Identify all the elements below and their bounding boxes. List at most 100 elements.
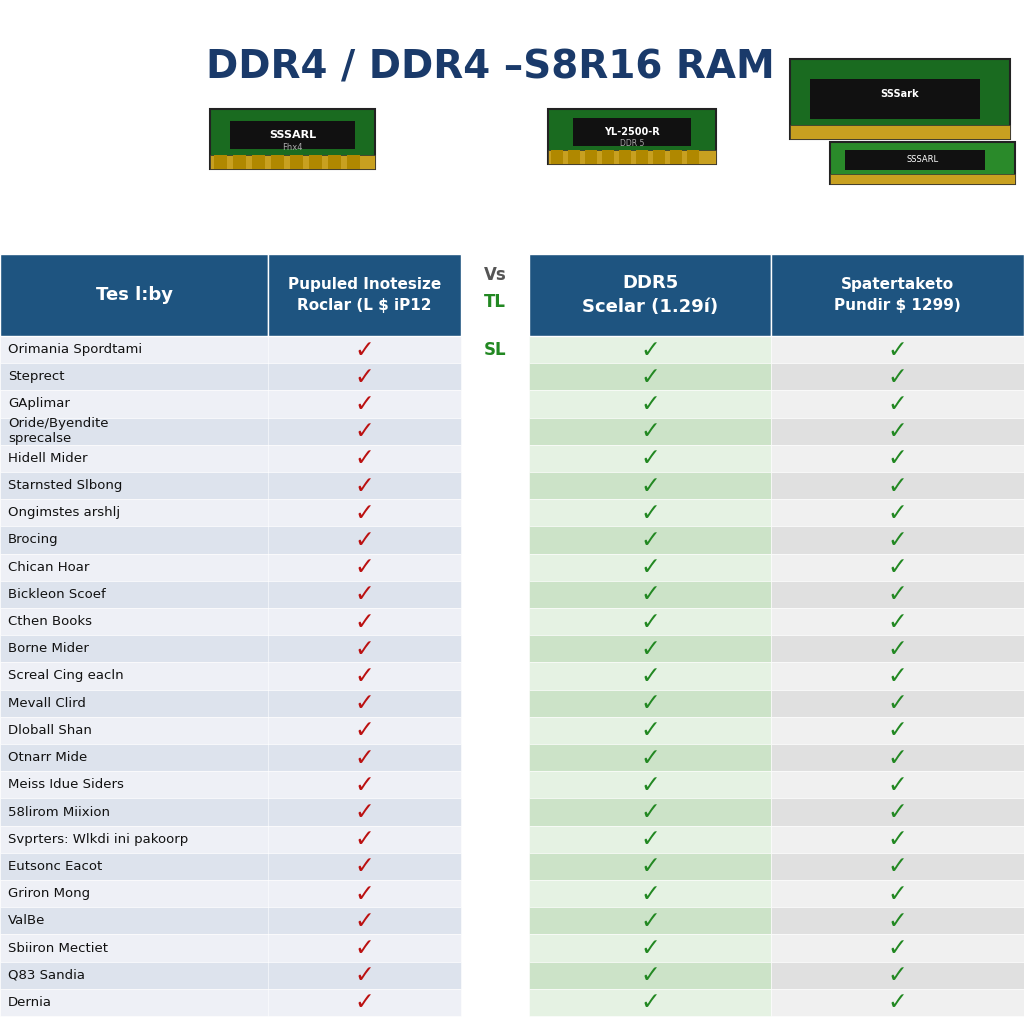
Text: Oride/Byendite
sprecalse: Oride/Byendite sprecalse (8, 417, 109, 445)
Bar (0, 853, 461, 880)
Text: ✓: ✓ (354, 936, 375, 961)
Text: Eutsonc Eacot: Eutsonc Eacot (8, 860, 102, 872)
Bar (529, 254, 771, 336)
Bar (771, 608, 1024, 635)
Bar (529, 907, 771, 934)
Text: ✓: ✓ (888, 964, 907, 987)
Text: DDR 5: DDR 5 (620, 139, 644, 148)
Bar (529, 418, 771, 444)
Bar (0, 880, 461, 907)
Bar (548, 150, 716, 164)
Text: Dloball Shan: Dloball Shan (8, 724, 92, 737)
Text: ✓: ✓ (888, 990, 907, 1015)
Bar (771, 444, 1024, 472)
Bar (771, 418, 1024, 444)
Bar (252, 155, 265, 169)
Text: ✓: ✓ (354, 555, 375, 580)
Bar (210, 109, 375, 169)
Text: ✓: ✓ (354, 691, 375, 715)
Bar (0, 444, 461, 472)
Bar (0, 254, 268, 336)
Text: ✓: ✓ (354, 773, 375, 797)
Text: ✓: ✓ (888, 691, 907, 715)
Text: ✓: ✓ (640, 583, 659, 606)
Bar (771, 989, 1024, 1016)
Bar (529, 825, 771, 853)
Text: ✓: ✓ (640, 745, 659, 770)
Bar (771, 880, 1024, 907)
Text: ✓: ✓ (640, 854, 659, 879)
Text: ✓: ✓ (354, 473, 375, 498)
Bar (771, 336, 1024, 364)
Text: ✓: ✓ (354, 909, 375, 933)
Bar (653, 150, 665, 164)
Bar (0, 663, 461, 689)
Text: Starnsted Slbong: Starnsted Slbong (8, 479, 123, 493)
Bar (0, 825, 461, 853)
Bar (0, 989, 461, 1016)
Bar (771, 254, 1024, 336)
Text: Borne Mider: Borne Mider (8, 642, 89, 655)
Text: ✓: ✓ (888, 473, 907, 498)
Bar (529, 554, 771, 581)
Bar (687, 150, 699, 164)
Text: Cthen Books: Cthen Books (8, 615, 92, 628)
Bar (0, 635, 461, 663)
Bar (771, 663, 1024, 689)
Bar (529, 635, 771, 663)
Bar (771, 390, 1024, 418)
Text: GAplimar: GAplimar (8, 397, 70, 411)
Text: ✓: ✓ (640, 637, 659, 660)
Text: Dernia: Dernia (8, 996, 52, 1009)
Bar (529, 744, 771, 771)
Bar (529, 934, 771, 962)
Bar (347, 155, 360, 169)
Text: ✓: ✓ (888, 609, 907, 634)
Bar (529, 799, 771, 825)
Text: Brocing: Brocing (8, 534, 58, 547)
Text: Bickleon Scoef: Bickleon Scoef (8, 588, 105, 601)
Bar (771, 744, 1024, 771)
Text: ✓: ✓ (354, 882, 375, 905)
Bar (529, 499, 771, 526)
Bar (271, 155, 284, 169)
Text: ✓: ✓ (888, 745, 907, 770)
Text: ✓: ✓ (354, 664, 375, 688)
Text: Q83 Sandia: Q83 Sandia (8, 969, 85, 982)
Bar (0, 554, 461, 581)
Bar (771, 472, 1024, 500)
Text: Meiss Idue Siders: Meiss Idue Siders (8, 778, 124, 792)
Text: ✓: ✓ (640, 827, 659, 851)
Bar (529, 336, 771, 364)
Text: ✓: ✓ (354, 827, 375, 851)
Bar (771, 635, 1024, 663)
Bar (0, 771, 461, 799)
Text: ✓: ✓ (640, 719, 659, 742)
Bar (529, 853, 771, 880)
Bar (0, 608, 461, 635)
Bar (771, 364, 1024, 390)
Bar (328, 155, 341, 169)
Text: ✓: ✓ (354, 419, 375, 443)
Text: SSSARL: SSSARL (269, 130, 316, 140)
Text: Pupuled Inotesize
Roclar (L $ iP12: Pupuled Inotesize Roclar (L $ iP12 (288, 278, 441, 313)
Text: ✓: ✓ (640, 446, 659, 470)
Bar (529, 962, 771, 989)
Bar (0, 418, 461, 444)
Text: Hidell Mider: Hidell Mider (8, 452, 87, 465)
Bar (771, 907, 1024, 934)
Text: ✓: ✓ (888, 392, 907, 416)
Bar (230, 121, 355, 150)
Text: ✓: ✓ (640, 609, 659, 634)
Text: ✓: ✓ (640, 555, 659, 580)
Text: Sbiiron Mectiet: Sbiiron Mectiet (8, 941, 108, 954)
Text: ✓: ✓ (354, 501, 375, 524)
Bar (529, 608, 771, 635)
Text: ✓: ✓ (354, 609, 375, 634)
Bar (585, 150, 597, 164)
Bar (0, 744, 461, 771)
Bar (810, 79, 980, 119)
Bar (0, 717, 461, 744)
Bar (618, 150, 631, 164)
Text: ✓: ✓ (888, 719, 907, 742)
